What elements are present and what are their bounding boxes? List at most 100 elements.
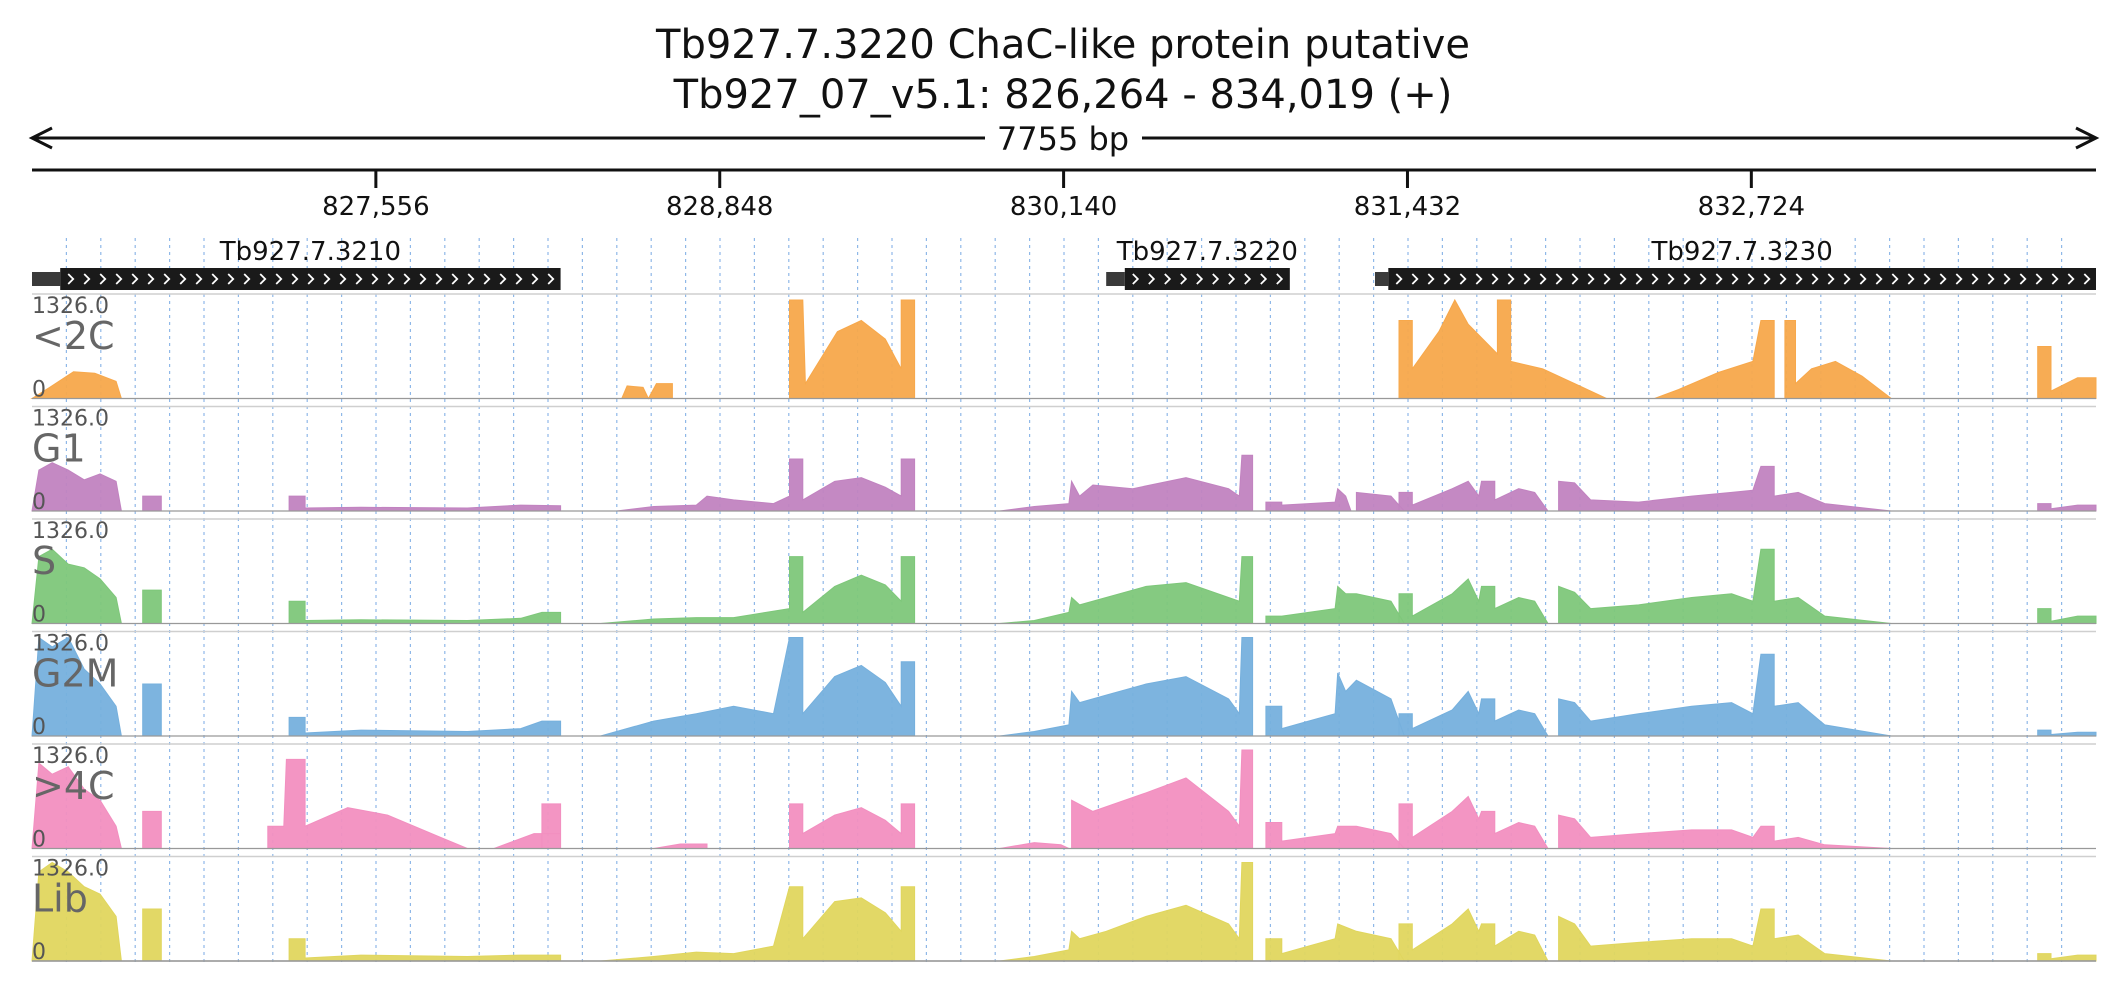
chevron-right-icon	[1795, 273, 1803, 285]
chevron-right-icon	[1180, 273, 1188, 285]
chevron-right-icon	[1164, 273, 1172, 285]
chevron-right-icon	[403, 273, 411, 285]
chevron-right-icon	[179, 273, 187, 285]
chevron-right-icon	[515, 273, 523, 285]
gene-body	[1388, 268, 2096, 290]
chevron-right-icon	[435, 273, 443, 285]
chevron-right-icon	[531, 273, 539, 285]
chevron-right-icon	[1459, 273, 1467, 285]
chevron-right-icon	[1491, 273, 1499, 285]
chevron-right-icon	[1603, 273, 1611, 285]
strand-chevrons-icon	[1395, 273, 2091, 285]
chevron-right-icon	[467, 273, 475, 285]
gene-label: Tb927.7.3220	[1116, 237, 1298, 267]
chevron-right-icon	[483, 273, 491, 285]
track-ymin-label: 0	[32, 603, 46, 628]
chevron-right-icon	[1651, 273, 1659, 285]
chevron-right-icon	[1987, 273, 1995, 285]
chevron-right-icon	[1555, 273, 1563, 285]
strand-chevrons-icon	[67, 273, 555, 285]
chevron-right-icon	[387, 273, 395, 285]
chevron-right-icon	[83, 273, 91, 285]
chevron-right-icon	[1875, 273, 1883, 285]
gene-label: Tb927.7.3210	[219, 237, 401, 267]
chevron-right-icon	[1523, 273, 1531, 285]
chevron-right-icon	[371, 273, 379, 285]
chevron-right-icon	[1539, 273, 1547, 285]
chevron-right-icon	[211, 273, 219, 285]
page-title: Tb927.7.3220 ChaC-like protein putative	[656, 22, 1470, 68]
chevron-right-icon	[1971, 273, 1979, 285]
chevron-right-icon	[1859, 273, 1867, 285]
track-ymin-label: 0	[32, 378, 46, 403]
gene-utr	[1374, 272, 1389, 286]
chevron-right-icon	[1276, 273, 1284, 285]
chevron-right-icon	[2035, 273, 2043, 285]
chevron-right-icon	[1587, 273, 1595, 285]
chevron-right-icon	[243, 273, 251, 285]
chevron-right-icon	[275, 273, 283, 285]
track-ymax-label: 1326.0	[32, 857, 109, 882]
chevron-right-icon	[1132, 273, 1140, 285]
chevron-right-icon	[451, 273, 459, 285]
chevron-right-icon	[67, 273, 75, 285]
chevron-right-icon	[1212, 273, 1220, 285]
chevron-right-icon	[2067, 273, 2075, 285]
chevron-right-icon	[1731, 273, 1739, 285]
chevron-right-icon	[1635, 273, 1643, 285]
chevron-right-icon	[2083, 273, 2091, 285]
track-name-label: Lib	[32, 877, 88, 921]
track-name-label: <2C	[32, 314, 115, 358]
chevron-right-icon	[147, 273, 155, 285]
chevron-right-icon	[1843, 273, 1851, 285]
chevron-right-icon	[1715, 273, 1723, 285]
chevron-right-icon	[1475, 273, 1483, 285]
chevron-right-icon	[1763, 273, 1771, 285]
chevron-right-icon	[419, 273, 427, 285]
chevron-right-icon	[1244, 273, 1252, 285]
chevron-right-icon	[1923, 273, 1931, 285]
chevron-right-icon	[2051, 273, 2059, 285]
chevron-right-icon	[1779, 273, 1787, 285]
chevron-right-icon	[227, 273, 235, 285]
coverage-area	[31, 454, 2097, 512]
chevron-right-icon	[99, 273, 107, 285]
chevron-right-icon	[115, 273, 123, 285]
chevron-right-icon	[1411, 273, 1419, 285]
chevron-right-icon	[1683, 273, 1691, 285]
chevron-right-icon	[1507, 273, 1515, 285]
chevron-right-icon	[259, 273, 267, 285]
chevron-right-icon	[163, 273, 171, 285]
chevron-right-icon	[1260, 273, 1268, 285]
chevron-right-icon	[1907, 273, 1915, 285]
chevron-right-icon	[547, 273, 555, 285]
chevron-right-icon	[2019, 273, 2027, 285]
track-name-label: G2M	[32, 652, 118, 696]
chevron-right-icon	[1699, 273, 1707, 285]
chevron-right-icon	[323, 273, 331, 285]
chevron-right-icon	[339, 273, 347, 285]
ruler-tick-label: 828,848	[666, 192, 774, 222]
chevron-right-icon	[1443, 273, 1451, 285]
chevron-right-icon	[1571, 273, 1579, 285]
track-ymax-label: 1326.0	[32, 407, 109, 432]
track-ymin-label: 0	[32, 715, 46, 740]
chevron-right-icon	[1427, 273, 1435, 285]
chevron-right-icon	[131, 273, 139, 285]
gene-utr	[32, 272, 61, 286]
strand-chevrons-icon	[1132, 273, 1284, 285]
chevron-right-icon	[291, 273, 299, 285]
chevron-right-icon	[307, 273, 315, 285]
chevron-right-icon	[1619, 273, 1627, 285]
chevron-right-icon	[1148, 273, 1156, 285]
chevron-right-icon	[499, 273, 507, 285]
track-ymax-label: 1326.0	[32, 294, 109, 319]
track-name-label: >4C	[32, 764, 115, 808]
track-ymax-label: 1326.0	[32, 744, 109, 769]
chevron-right-icon	[1196, 273, 1204, 285]
chevron-right-icon	[1891, 273, 1899, 285]
gene-label: Tb927.7.3230	[1651, 237, 1833, 267]
chevron-right-icon	[1939, 273, 1947, 285]
